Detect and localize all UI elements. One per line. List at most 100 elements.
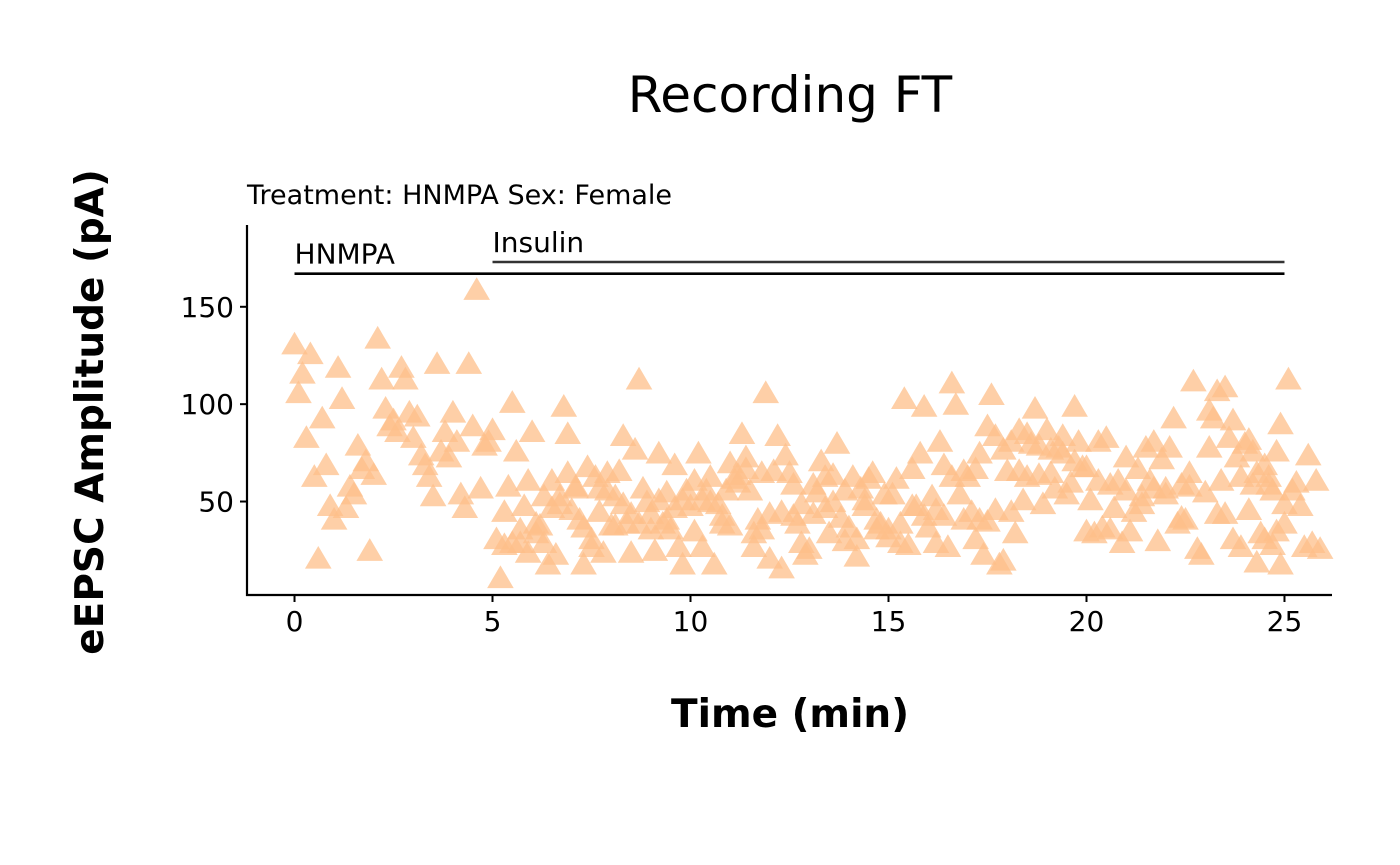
data-point <box>756 545 784 569</box>
data-point <box>530 530 558 554</box>
data-point <box>514 468 542 491</box>
data-point <box>974 413 1001 437</box>
data-point <box>1239 471 1267 495</box>
data-point <box>1160 405 1187 429</box>
data-point <box>681 518 708 542</box>
data-point <box>1235 427 1263 450</box>
data-point <box>982 497 1009 520</box>
data-point <box>491 532 518 555</box>
data-point <box>435 444 463 468</box>
treatment-bar-label: Insulin <box>493 226 585 259</box>
data-point <box>1057 470 1084 493</box>
data-point <box>760 458 787 481</box>
data-point <box>807 448 835 472</box>
data-point <box>1172 507 1199 530</box>
data-point <box>621 436 649 460</box>
x-tick-label: 5 <box>484 605 502 638</box>
data-point <box>400 425 427 448</box>
data-point <box>689 487 716 511</box>
data-point <box>1033 417 1061 441</box>
data-point <box>625 366 653 390</box>
data-point <box>1235 497 1263 520</box>
data-point <box>736 477 764 501</box>
data-point <box>447 481 475 505</box>
data-point <box>1211 501 1239 524</box>
data-point <box>700 551 728 575</box>
data-point <box>795 536 823 559</box>
x-tick-label: 15 <box>871 605 907 638</box>
data-point <box>320 507 348 530</box>
data-point <box>1029 491 1057 515</box>
data-point <box>974 508 1001 532</box>
data-point <box>661 495 688 518</box>
data-point <box>324 355 352 378</box>
data-point <box>1116 518 1144 542</box>
data-point <box>1112 444 1140 468</box>
data-point <box>510 493 538 517</box>
data-point <box>554 421 582 444</box>
data-point <box>645 487 673 511</box>
data-point <box>1195 397 1223 421</box>
data-point <box>831 528 859 552</box>
data-point <box>1124 456 1152 480</box>
data-point <box>301 464 328 487</box>
data-point <box>475 429 502 452</box>
data-point <box>637 516 665 540</box>
data-point <box>1009 487 1037 511</box>
data-point <box>1168 471 1195 495</box>
treatment-bars: HNMPA Insulin <box>294 226 1285 275</box>
data-point <box>823 431 851 454</box>
data-point <box>419 483 447 507</box>
data-point <box>752 380 780 404</box>
data-point <box>1053 481 1080 505</box>
data-point <box>356 538 384 561</box>
data-point <box>463 277 490 300</box>
data-point <box>1148 446 1176 470</box>
data-point <box>594 477 621 501</box>
data-point <box>934 534 962 557</box>
data-point <box>910 394 938 417</box>
data-point <box>289 360 316 384</box>
data-point <box>562 475 589 499</box>
x-tick-label: 10 <box>673 605 709 638</box>
data-point <box>1128 483 1156 507</box>
data-point <box>1061 394 1088 417</box>
y-tick-label: 150 <box>181 291 234 324</box>
data-point <box>1302 468 1330 491</box>
y-tick-label: 50 <box>198 486 234 519</box>
data-point <box>938 370 966 394</box>
data-point <box>1077 487 1104 511</box>
data-point <box>1271 510 1298 534</box>
data-point <box>554 460 582 483</box>
data-point <box>942 392 970 415</box>
data-point <box>669 551 696 575</box>
data-point <box>459 413 487 437</box>
data-point <box>681 468 708 491</box>
data-point <box>1306 536 1334 559</box>
data-point <box>1227 464 1255 487</box>
data-point <box>487 565 514 589</box>
data-point <box>479 417 506 441</box>
data-point <box>764 423 791 446</box>
data-point <box>439 399 467 423</box>
data-point <box>415 464 443 487</box>
data-point <box>451 495 479 518</box>
data-point <box>1073 454 1100 478</box>
data-point <box>898 493 926 517</box>
data-point <box>978 382 1005 406</box>
data-point <box>538 495 566 518</box>
data-point <box>518 419 546 443</box>
data-point <box>799 471 827 495</box>
data-point <box>1092 425 1120 448</box>
data-point <box>491 499 518 522</box>
data-point <box>768 555 795 579</box>
data-point <box>1267 551 1294 575</box>
data-point <box>1021 396 1049 419</box>
data-point <box>946 481 974 505</box>
data-point <box>1283 470 1310 493</box>
data-point <box>990 436 1017 460</box>
data-point <box>1037 460 1065 483</box>
data-point <box>1207 468 1235 491</box>
data-point <box>708 503 736 526</box>
data-point <box>883 466 910 489</box>
